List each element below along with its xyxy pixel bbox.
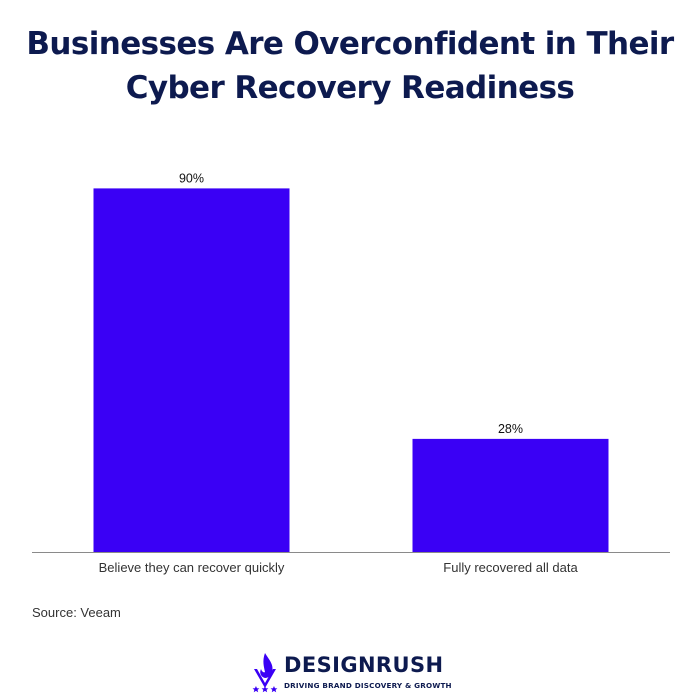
designrush-logo: DESIGNRUSH DRIVING BRAND DISCOVERY & GRO… — [250, 652, 460, 696]
flame-logo-icon — [252, 653, 278, 693]
brand-name: DESIGNRUSH — [284, 653, 444, 677]
category-label-1: Believe they can recover quickly — [99, 560, 285, 575]
category-label-2: Fully recovered all data — [443, 560, 578, 575]
bar-value-label-2: 28% — [498, 422, 523, 436]
bar-2 — [412, 438, 609, 552]
bar-1 — [93, 188, 290, 552]
bar-value-label-1: 90% — [179, 171, 204, 185]
chart-title: Businesses Are Overconfident in Their Cy… — [0, 22, 700, 110]
chart-title-line-1: Businesses Are Overconfident in Their — [26, 26, 674, 62]
chart-title-line-2: Cyber Recovery Readiness — [125, 70, 575, 106]
source-note: Source: Veeam — [32, 605, 121, 620]
brand-tagline: DRIVING BRAND DISCOVERY & GROWTH — [284, 681, 452, 690]
